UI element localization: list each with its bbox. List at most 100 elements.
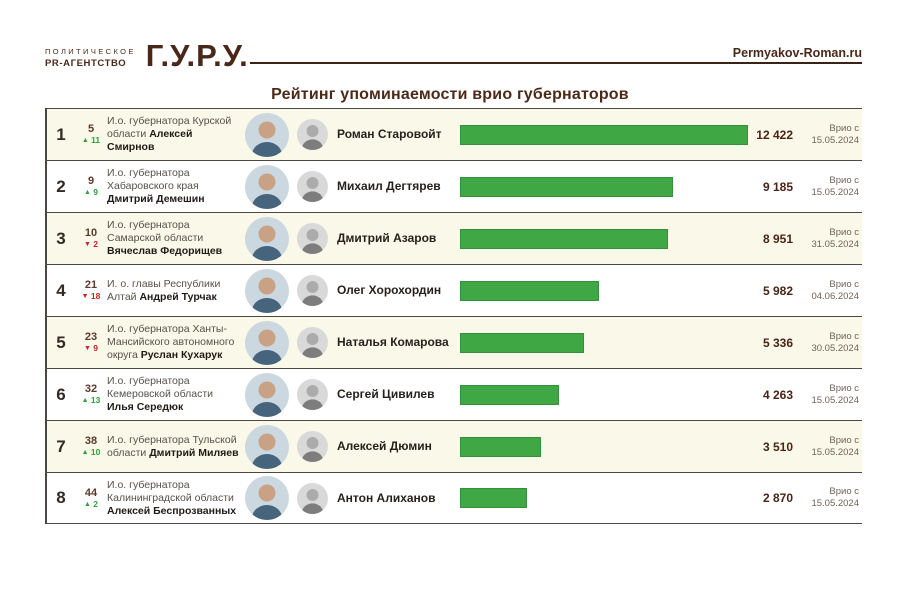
appointment-date: Врио с 15.05.2024 <box>793 435 860 459</box>
appointment-date-label: Врио с <box>829 330 859 342</box>
person-portrait-gray-icon <box>297 327 328 358</box>
mention-bar-track <box>460 176 748 197</box>
appointment-date-value: 15.05.2024 <box>811 446 859 458</box>
appointment-date-label: Врио с <box>829 174 859 186</box>
table-row: 1 5 ▲ 11 И.о. губернатора Курской област… <box>47 108 862 160</box>
rank-change: ▲ 9 <box>75 188 107 197</box>
rank-change: ▼ 18 <box>75 292 107 301</box>
appointment-date-value: 30.05.2024 <box>811 342 859 354</box>
appointment-date-label: Врио с <box>829 434 859 446</box>
predecessor-photo <box>297 171 328 202</box>
acting-governor-name: Алексей Смирнов <box>107 128 193 153</box>
mention-count: 4 263 <box>762 387 793 402</box>
previous-rank: 38 <box>84 435 98 448</box>
person-portrait-gray-icon <box>297 379 328 410</box>
appointment-date-value: 15.05.2024 <box>811 394 859 406</box>
agency-logo: ПОЛИТИЧЕСКОЕ PR-АГЕНТСТВО Г.У.Р.У. <box>45 40 249 71</box>
position-text: И.о. губернатора Курской области <box>107 115 232 140</box>
predecessor-photo <box>297 379 328 410</box>
agency-logo-name: Г.У.Р.У. <box>145 38 249 73</box>
acting-governor-photo <box>245 424 289 469</box>
acting-governor-photo <box>245 268 289 313</box>
rank-number: 2 <box>56 176 66 196</box>
predecessor-name: Олег Хорохордин <box>337 283 442 297</box>
appointment-date: Врио с 15.05.2024 <box>793 123 860 147</box>
rank-change-block: 38 ▲ 10 <box>75 435 107 457</box>
mention-bar <box>460 436 541 457</box>
predecessor-photo <box>297 327 328 358</box>
position-text: И.о. губернатора Кемеровской области <box>107 375 214 400</box>
acting-governor-photo <box>245 164 289 209</box>
acting-governor-photo <box>245 216 289 261</box>
mention-bar-track <box>460 384 748 405</box>
predecessor-photo <box>297 223 328 254</box>
rank-number: 3 <box>56 228 66 248</box>
acting-governor-description: И.о. губернатора Тульской области Дмитри… <box>107 434 242 460</box>
person-portrait-gray-icon <box>297 119 328 150</box>
appointment-date-label: Врио с <box>829 278 859 290</box>
person-portrait-gray-icon <box>297 275 328 306</box>
predecessor-name: Антон Алиханов <box>337 490 436 505</box>
mention-bar <box>460 228 668 249</box>
appointment-date-value: 31.05.2024 <box>811 238 859 250</box>
rank-change-value: 10 <box>90 447 101 458</box>
appointment-date: Врио с 31.05.2024 <box>793 227 860 251</box>
rank-change: ▼ 9 <box>75 344 107 353</box>
predecessor-name: Михаил Дегтярев <box>337 179 441 193</box>
previous-rank: 5 <box>87 123 95 136</box>
person-portrait-icon <box>245 476 289 520</box>
rank-number: 7 <box>56 436 66 456</box>
rank-change-arrow-icon: ▲ <box>83 189 91 197</box>
rank-number: 5 <box>56 332 66 352</box>
acting-governor-description: И. о. главы Республики Алтай Андрей Турч… <box>107 278 242 304</box>
acting-governor-photo <box>245 372 289 417</box>
position-text: И.о. губернатора Тульской области <box>107 433 237 459</box>
rank-change: ▲ 13 <box>75 396 107 405</box>
rank-change-value: 2 <box>93 239 99 250</box>
person-portrait-gray-icon <box>297 482 328 514</box>
acting-governor-name: Андрей Турчак <box>139 290 217 303</box>
rank-change-value: 13 <box>90 395 101 406</box>
position-text: И.о. губернатора Калининградской области <box>107 478 234 504</box>
table-row: 5 23 ▼ 9 И.о. губернатора Ханты-Мансийск… <box>47 316 862 368</box>
acting-governor-photo <box>245 476 289 520</box>
rank-change-value: 18 <box>90 291 101 302</box>
predecessor-photo <box>297 482 328 514</box>
previous-rank: 23 <box>84 331 98 344</box>
person-portrait-icon <box>245 424 289 469</box>
previous-rank: 21 <box>84 279 98 292</box>
mention-bar-track <box>460 280 748 301</box>
acting-governor-name: Дмитрий Миляев <box>149 446 239 459</box>
acting-governor-description: И.о. губернатора Самарской области Вячес… <box>107 219 242 258</box>
rank-change-arrow-icon: ▲ <box>83 500 91 508</box>
appointment-date-label: Врио с <box>829 122 859 134</box>
person-portrait-icon <box>245 164 289 209</box>
table-row: 2 9 ▲ 9 И.о. губернатора Хабаровского кр… <box>47 160 862 212</box>
mention-bar <box>460 124 748 145</box>
appointment-date: Врио с 30.05.2024 <box>793 331 860 355</box>
rank-change-block: 32 ▲ 13 <box>75 383 107 405</box>
predecessor-name: Наталья Комарова <box>337 335 449 349</box>
person-portrait-gray-icon <box>297 171 328 202</box>
acting-governor-photo <box>245 320 289 365</box>
mention-count: 8 951 <box>762 231 793 246</box>
rank-number: 4 <box>56 280 66 300</box>
table-row: 8 44 ▲ 2 И.о. губернатора Калининградско… <box>47 472 862 524</box>
rank-change-arrow-icon: ▼ <box>81 293 89 301</box>
rank-change-value: 9 <box>93 187 99 198</box>
mention-count: 3 510 <box>762 439 793 454</box>
previous-rank: 9 <box>87 175 95 188</box>
mention-bar <box>460 488 527 508</box>
mention-bar-track <box>460 436 748 457</box>
rank-change-value: 2 <box>93 498 99 509</box>
predecessor-photo <box>297 431 328 462</box>
predecessor-name: Алексей Дюмин <box>337 439 432 453</box>
agency-logo-line1: ПОЛИТИЧЕСКОЕ <box>45 46 136 56</box>
mention-bar <box>460 332 584 353</box>
appointment-date: Врио с 15.05.2024 <box>793 175 860 199</box>
predecessor-photo <box>297 275 328 306</box>
appointment-date-label: Врио с <box>829 486 859 497</box>
person-portrait-gray-icon <box>297 431 328 462</box>
rank-change-arrow-icon: ▼ <box>83 241 91 249</box>
mention-bar-track <box>460 228 748 249</box>
